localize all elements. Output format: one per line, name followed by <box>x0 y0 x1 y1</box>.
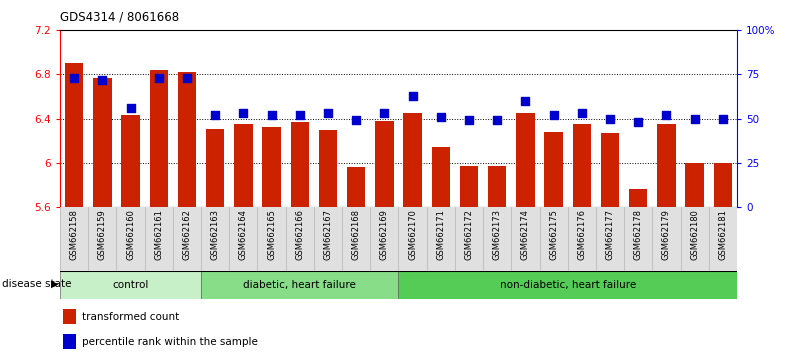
Text: percentile rank within the sample: percentile rank within the sample <box>82 337 258 347</box>
Text: transformed count: transformed count <box>82 312 179 322</box>
Text: non-diabetic, heart failure: non-diabetic, heart failure <box>500 280 636 290</box>
Text: GSM662159: GSM662159 <box>98 209 107 260</box>
Bar <box>150 70 168 207</box>
Bar <box>573 124 591 207</box>
Point <box>434 114 447 120</box>
Point <box>491 118 504 123</box>
Point <box>688 116 701 121</box>
Bar <box>488 166 506 207</box>
Point <box>96 77 109 82</box>
Text: GSM662176: GSM662176 <box>578 209 586 260</box>
Text: GSM662163: GSM662163 <box>211 209 219 260</box>
Bar <box>714 163 732 207</box>
Point <box>265 112 278 118</box>
Point <box>237 110 250 116</box>
Text: GSM662168: GSM662168 <box>352 209 360 260</box>
Bar <box>65 63 83 207</box>
Bar <box>432 147 450 207</box>
Bar <box>629 189 647 207</box>
Bar <box>398 271 737 299</box>
Bar <box>319 130 337 207</box>
Bar <box>60 271 201 299</box>
Text: GSM662164: GSM662164 <box>239 209 248 260</box>
Point <box>660 112 673 118</box>
Text: GSM662177: GSM662177 <box>606 209 614 260</box>
Bar <box>686 163 704 207</box>
Text: GSM662165: GSM662165 <box>267 209 276 260</box>
Text: GSM662173: GSM662173 <box>493 209 501 260</box>
Text: GSM662175: GSM662175 <box>549 209 558 260</box>
Bar <box>206 129 224 207</box>
Point <box>209 112 222 118</box>
Text: GSM662160: GSM662160 <box>126 209 135 260</box>
Text: GSM662180: GSM662180 <box>690 209 699 260</box>
Bar <box>63 334 75 349</box>
Bar <box>234 124 252 207</box>
Point <box>124 105 137 111</box>
Point <box>350 118 363 123</box>
Bar <box>201 271 398 299</box>
Bar <box>93 78 111 207</box>
Text: GSM662169: GSM662169 <box>380 209 389 260</box>
Point <box>716 116 729 121</box>
Text: GSM662166: GSM662166 <box>296 209 304 260</box>
Bar <box>347 167 365 207</box>
Point <box>321 110 334 116</box>
Bar <box>516 113 534 207</box>
Point <box>152 75 165 81</box>
Text: GSM662162: GSM662162 <box>183 209 191 260</box>
Text: GSM662167: GSM662167 <box>324 209 332 260</box>
Text: disease state: disease state <box>2 279 72 289</box>
Bar <box>658 124 675 207</box>
Bar <box>178 72 196 207</box>
Text: GSM662179: GSM662179 <box>662 209 671 260</box>
Text: GSM662170: GSM662170 <box>408 209 417 260</box>
Text: ▶: ▶ <box>51 279 58 289</box>
Point <box>378 110 391 116</box>
Text: control: control <box>112 280 149 290</box>
Bar <box>63 309 75 324</box>
Bar <box>291 122 309 207</box>
Bar <box>601 133 619 207</box>
Bar <box>263 127 281 207</box>
Point <box>547 112 560 118</box>
Point <box>575 110 588 116</box>
Bar <box>122 115 139 207</box>
Point <box>519 98 532 104</box>
Text: GSM662158: GSM662158 <box>70 209 78 260</box>
Point <box>68 75 81 81</box>
Bar <box>460 166 478 207</box>
Bar <box>375 121 393 207</box>
Text: GSM662178: GSM662178 <box>634 209 642 260</box>
Point <box>632 119 645 125</box>
Point <box>406 93 419 98</box>
Text: GSM662171: GSM662171 <box>437 209 445 260</box>
Text: GSM662181: GSM662181 <box>718 209 727 260</box>
Text: GDS4314 / 8061668: GDS4314 / 8061668 <box>60 11 179 24</box>
Text: diabetic, heart failure: diabetic, heart failure <box>244 280 356 290</box>
Bar <box>545 132 563 207</box>
Bar <box>404 113 422 207</box>
Text: GSM662174: GSM662174 <box>521 209 530 260</box>
Point <box>180 75 193 81</box>
Point <box>604 116 617 121</box>
Text: GSM662172: GSM662172 <box>465 209 473 260</box>
Point <box>463 118 476 123</box>
Point <box>293 112 306 118</box>
Text: GSM662161: GSM662161 <box>155 209 163 260</box>
